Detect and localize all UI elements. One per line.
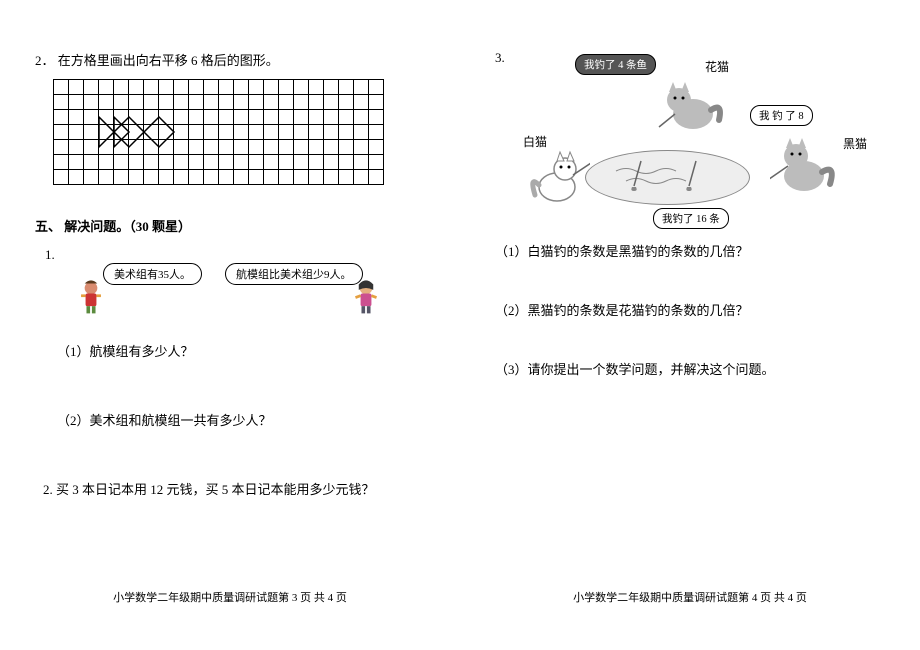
bubble2-text: 航模组比美术组少9人。 [236,269,352,281]
q1-scene: 美术组有35人。 航模组比美术组少9人。 [75,263,425,321]
q2-text: 在方格里画出向右平移 6 格后的图形。 [58,53,279,68]
q2-title: 2． 在方格里画出向右平移 6 格后的图形。 [35,50,425,69]
page-3: 2． 在方格里画出向右平移 6 格后的图形。 五、 解决问题。（30 颗星） [0,0,460,650]
pond-waves-icon [586,151,751,206]
pond-icon [585,150,750,205]
q1-sub1: （1）航模组有多少人？ [57,341,425,360]
q-notebook-number: 2. [43,482,53,497]
speech-hua: 我钓了 4 条鱼 [575,54,656,75]
speech-bai-text: 我钓了 16 条 [662,214,720,225]
q3-sub1: （1）白猫钓的条数是黑猫钓的条数的几倍？ [495,241,885,260]
q3-sub2: （2）黑猫钓的条数是花猫钓的条数的几倍？ [495,300,885,319]
q1-number: 1. [45,247,55,263]
speech-hua-text: 我钓了 4 条鱼 [584,60,647,71]
section-5-title: 五、 解决问题。（30 颗星） [35,216,425,235]
bubble1-text: 美术组有35人。 [114,269,191,281]
q2-number: 2． [35,50,55,69]
cat-hei-icon [770,130,840,200]
cat-hua-icon [655,72,725,137]
q3-sub3: （3）请你提出一个数学问题，并解决这个问题。 [495,359,885,378]
speech-hei: 我 钓 了 8 [750,105,813,126]
kid-left-icon [75,279,107,317]
cats-scene: 我钓了 4 条鱼 花猫 我 钓 了 8 黑猫 白猫 [505,50,885,225]
grid-wrap [53,79,425,186]
q3-number: 3. [495,50,505,66]
q-notebook-text: 买 3 本日记本用 12 元钱，买 5 本日记本能用多少元钱？ [56,482,375,497]
speech-bubble-model: 航模组比美术组少9人。 [225,263,363,285]
q1-sub2: （2）美术组和航模组一共有多少人？ [57,410,425,429]
fish-shape-icon [53,79,385,186]
speech-bai: 我钓了 16 条 [653,208,729,229]
speech-hei-text: 我 钓 了 8 [759,111,804,122]
kid-right-icon [350,279,382,317]
footer-page-3: 小学数学二年级期中质量调研试题第 3 页 共 4 页 [113,589,347,605]
q-notebook: 2. 买 3 本日记本用 12 元钱，买 5 本日记本能用多少元钱？ [43,479,425,498]
label-hei: 黑猫 [843,135,867,152]
speech-bubble-art: 美术组有35人。 [103,263,202,285]
page-4: 3. 我钓了 4 条鱼 花猫 我 钓 了 8 黑猫 白猫 [460,0,920,650]
cat-bai-icon [525,145,590,210]
q1-block: 1. 美术组有35人。 航模组比美术组少9人。 [45,247,425,429]
footer-page-4: 小学数学二年级期中质量调研试题第 4 页 共 4 页 [573,589,807,605]
